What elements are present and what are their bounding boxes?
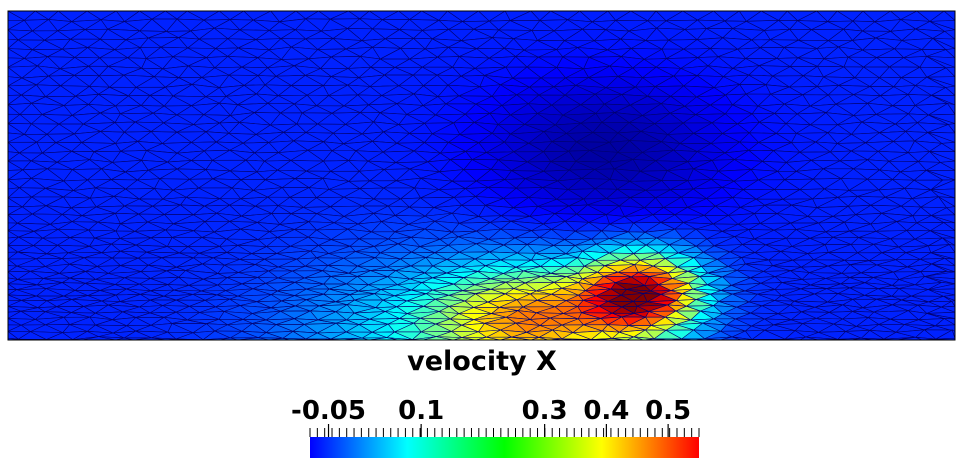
domain-border bbox=[7, 10, 956, 341]
mesh-cell bbox=[929, 151, 955, 162]
colorbar-tick-label: -0.05 bbox=[291, 396, 366, 426]
mesh-cell bbox=[928, 288, 955, 296]
mesh-cell bbox=[938, 196, 955, 207]
colorbar-tick-label: 0.5 bbox=[645, 396, 692, 426]
colorbar bbox=[310, 437, 699, 458]
mesh-cell bbox=[928, 113, 955, 124]
colorbar-tick-label: 0.3 bbox=[521, 396, 568, 426]
mesh-cell bbox=[926, 76, 955, 87]
triangular-mesh bbox=[8, 11, 955, 340]
field-title: velocity X bbox=[407, 346, 557, 377]
mesh-cell bbox=[945, 206, 955, 216]
mesh-cell bbox=[941, 305, 955, 313]
mesh-cell bbox=[924, 276, 955, 285]
mesh-cell bbox=[943, 294, 955, 301]
mesh-cell bbox=[931, 214, 955, 224]
mesh-cell bbox=[951, 300, 955, 307]
mesh-cell bbox=[939, 160, 955, 171]
mesh-cell bbox=[942, 222, 955, 231]
mesh-cell bbox=[943, 29, 955, 40]
mesh-cell bbox=[947, 123, 955, 134]
mesh-cell bbox=[930, 252, 955, 260]
mesh-cell bbox=[926, 170, 955, 181]
mesh-cell bbox=[930, 230, 955, 239]
colorbar-tick-label: 0.4 bbox=[583, 396, 630, 426]
mesh-cell bbox=[943, 257, 955, 266]
colorbar-ticks bbox=[309, 424, 700, 437]
mesh-cell bbox=[927, 132, 955, 143]
mesh-cell bbox=[945, 85, 955, 96]
mesh-cell bbox=[929, 20, 955, 31]
mesh-cell bbox=[940, 141, 955, 153]
mesh-cell bbox=[948, 244, 955, 253]
mesh-cell bbox=[945, 48, 955, 59]
mesh-cell bbox=[932, 38, 955, 49]
mesh-cell bbox=[943, 11, 955, 21]
colorbar-tick-label: 0.1 bbox=[398, 396, 445, 426]
mesh-cell bbox=[943, 318, 955, 326]
mesh-cell bbox=[946, 103, 955, 115]
mesh-cell bbox=[945, 66, 955, 78]
mesh-cell bbox=[930, 188, 955, 199]
mesh-cell bbox=[941, 237, 955, 246]
mesh-cell bbox=[931, 263, 955, 273]
mesh-cell bbox=[926, 56, 955, 68]
mesh-cell bbox=[951, 329, 955, 339]
mesh-cell bbox=[931, 95, 955, 106]
mesh-cell bbox=[926, 311, 955, 319]
